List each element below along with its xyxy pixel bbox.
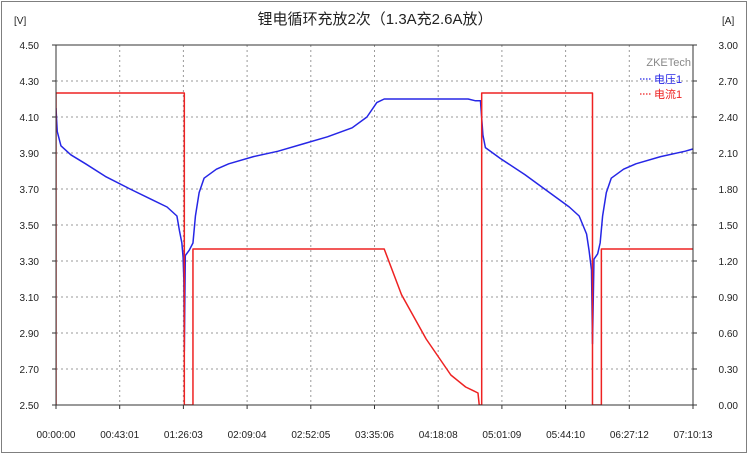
y-right-tick-label: 0.30 bbox=[719, 365, 739, 376]
x-tick-label: 01:26:03 bbox=[164, 430, 203, 441]
left-axis-unit: [V] bbox=[14, 16, 26, 27]
chart-title: 锂电循环充放2次（1.3A充2.6A放） bbox=[257, 11, 492, 28]
y-right-tick-label: 0.90 bbox=[719, 293, 739, 304]
right-axis-unit: [A] bbox=[722, 16, 734, 27]
y-right-tick-label: 2.40 bbox=[719, 113, 739, 124]
x-tick-label: 00:43:01 bbox=[100, 430, 139, 441]
y-right-tick-label: 0.00 bbox=[719, 401, 739, 412]
x-tick-label: 07:10:13 bbox=[674, 430, 713, 441]
series-line-2 bbox=[56, 92, 693, 405]
x-tick-label: 00:00:00 bbox=[37, 430, 76, 441]
x-tick-label: 06:27:12 bbox=[610, 430, 649, 441]
series-lines bbox=[56, 92, 693, 405]
x-tick-label: 04:18:08 bbox=[419, 430, 458, 441]
y-right-tick-label: 2.10 bbox=[719, 149, 739, 160]
y-right-tick-label: 2.70 bbox=[719, 77, 739, 88]
y-right-tick-label: 1.80 bbox=[719, 185, 739, 196]
x-tick-label: 05:01:09 bbox=[482, 430, 521, 441]
axis-ticks: 00:00:00 00:43:01 01:26:03 02:09:04 02:52:05… bbox=[20, 41, 739, 441]
legend-label: 电流1 bbox=[654, 87, 682, 101]
y-left-tick-label: 2.50 bbox=[20, 401, 40, 412]
y-left-tick-label: 4.10 bbox=[20, 113, 40, 124]
y-left-tick-label: 3.90 bbox=[20, 149, 40, 160]
x-tick-label: 02:09:04 bbox=[228, 430, 267, 441]
y-left-tick-label: 3.50 bbox=[20, 221, 40, 232]
y-left-tick-label: 3.30 bbox=[20, 257, 40, 268]
y-left-tick-label: 2.70 bbox=[20, 365, 40, 376]
y-right-tick-label: 3.00 bbox=[719, 41, 739, 52]
grid-lines bbox=[56, 45, 693, 405]
y-left-tick-label: 2.90 bbox=[20, 329, 40, 340]
y-right-tick-label: 0.60 bbox=[719, 329, 739, 340]
x-tick-label: 05:44:10 bbox=[546, 430, 585, 441]
legend-label: 电压1 bbox=[654, 73, 682, 86]
x-tick-label: 03:35:06 bbox=[355, 430, 394, 441]
series-line-1 bbox=[56, 98, 693, 352]
y-left-tick-label: 3.10 bbox=[20, 293, 40, 304]
y-left-tick-label: 3.70 bbox=[20, 185, 40, 196]
y-left-tick-label: 4.50 bbox=[20, 41, 40, 52]
y-right-tick-label: 1.50 bbox=[719, 221, 739, 232]
x-tick-label: 02:52:05 bbox=[291, 430, 330, 441]
watermark-text: ZKETech bbox=[646, 57, 691, 69]
y-left-tick-label: 4.30 bbox=[20, 77, 40, 88]
plot-area bbox=[55, 44, 694, 406]
y-right-tick-label: 1.20 bbox=[719, 257, 739, 268]
